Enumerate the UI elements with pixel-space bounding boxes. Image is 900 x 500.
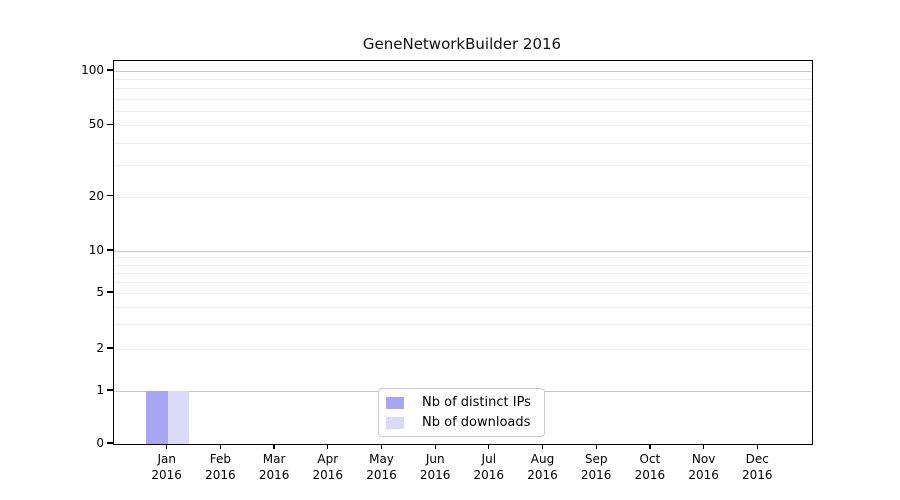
minor-gridline <box>114 125 812 127</box>
x-tick-month: Jan <box>157 452 176 466</box>
legend-entry-downloads: Nb of downloads <box>386 415 537 430</box>
y-tick-mark <box>107 347 113 349</box>
x-tick-year: 2016 <box>151 468 182 482</box>
x-tick-month: Feb <box>209 452 232 466</box>
minor-gridline <box>114 165 812 167</box>
x-tick-label-jul: Jul 2016 <box>459 451 519 483</box>
y-tick-mark <box>107 195 113 197</box>
x-tick-label-aug: Aug 2016 <box>513 451 573 483</box>
x-tick-label-may: May 2016 <box>352 451 412 483</box>
x-tick-label-nov: Nov 2016 <box>674 451 734 483</box>
y-tick-label: 5 <box>96 285 104 300</box>
plot-area <box>113 60 813 445</box>
minor-gridline <box>114 272 812 274</box>
minor-gridline <box>114 257 812 259</box>
y-tick-label: 100 <box>81 63 104 77</box>
y-tick-label: 20 <box>88 188 104 203</box>
minor-gridline <box>114 293 812 295</box>
x-tick-label-apr: Apr 2016 <box>298 451 358 483</box>
y-tick-label: 2 <box>96 340 104 355</box>
minor-gridline <box>114 88 812 90</box>
x-tick-year: 2016 <box>634 468 666 482</box>
x-tick-mark <box>702 444 705 449</box>
x-tick-year: 2016 <box>527 468 558 482</box>
x-tick-month: Sep <box>584 452 608 466</box>
minor-gridline <box>114 196 812 198</box>
minor-gridline <box>114 98 812 100</box>
x-tick-month: Oct <box>639 452 661 466</box>
y-tick-mark <box>107 69 113 71</box>
minor-gridline <box>114 264 812 266</box>
x-tick-year: 2016 <box>742 468 773 482</box>
x-tick-year: 2016 <box>419 468 451 482</box>
major-gridline <box>114 71 812 72</box>
x-tick-month: Apr <box>317 452 339 466</box>
x-tick-year: 2016 <box>688 468 719 482</box>
bar-distinct-ips-jan <box>146 391 168 444</box>
y-tick-label: 10 <box>88 243 104 257</box>
y-tick-mark <box>107 442 113 444</box>
x-tick-year: 2016 <box>473 468 505 482</box>
x-tick-mark <box>756 444 758 449</box>
minor-gridline <box>114 110 812 112</box>
bar-downloads-jan <box>167 391 190 444</box>
x-tick-year: 2016 <box>580 468 612 482</box>
legend-label-distinct-ips: Nb of distinct IPs <box>422 395 531 410</box>
x-tick-label-dec: Dec 2016 <box>727 451 787 483</box>
y-tick-mark <box>107 389 113 391</box>
y-tick-mark <box>107 249 113 251</box>
x-tick-label-sep: Sep 2016 <box>566 451 626 483</box>
x-tick-mark <box>488 444 490 449</box>
x-tick-year: 2016 <box>312 468 344 482</box>
minor-gridline <box>114 282 812 284</box>
x-tick-label-jan: Jan 2016 <box>137 451 197 483</box>
x-tick-month: Jun <box>425 452 445 466</box>
x-tick-mark <box>649 444 651 449</box>
legend-swatch-downloads <box>386 416 404 429</box>
x-tick-mark <box>595 444 597 449</box>
x-tick-month: Nov <box>691 452 716 466</box>
x-tick-month: Aug <box>530 452 555 466</box>
x-tick-month: Dec <box>745 452 769 466</box>
minor-gridline <box>114 79 812 81</box>
legend-entry-distinct-ips: Nb of distinct IPs <box>386 395 537 410</box>
x-tick-month: May <box>369 452 394 466</box>
y-tick-mark <box>107 291 113 293</box>
x-tick-label-jun: Jun 2016 <box>405 451 465 483</box>
minor-gridline <box>114 348 812 350</box>
y-tick-mark <box>107 123 113 125</box>
legend-label-downloads: Nb of downloads <box>422 415 531 430</box>
x-tick-month: Jul <box>481 452 497 466</box>
x-tick-mark <box>166 444 168 449</box>
y-tick-label: 0 <box>96 436 104 450</box>
x-tick-label-mar: Mar 2016 <box>244 451 304 483</box>
y-tick-label: 50 <box>88 117 104 132</box>
legend: Nb of distinct IPs Nb of downloads <box>378 388 545 437</box>
x-tick-year: 2016 <box>258 468 290 482</box>
minor-gridline <box>114 142 812 144</box>
x-tick-label-feb: Feb 2016 <box>190 451 250 483</box>
legend-swatch-distinct-ips <box>386 396 404 409</box>
x-tick-year: 2016 <box>205 468 236 482</box>
x-tick-mark <box>327 444 329 449</box>
minor-gridline <box>114 306 812 308</box>
chart-title: GeneNetworkBuilder 2016 <box>362 35 562 53</box>
x-tick-mark <box>380 444 383 449</box>
x-tick-label-oct: Oct 2016 <box>620 451 680 483</box>
x-tick-mark <box>273 444 275 449</box>
x-tick-month: Mar <box>262 452 286 466</box>
major-gridline <box>114 251 812 252</box>
x-tick-mark <box>434 444 436 449</box>
x-tick-mark <box>219 444 222 449</box>
minor-gridline <box>114 324 812 326</box>
y-tick-label: 1 <box>96 383 104 397</box>
x-tick-year: 2016 <box>366 468 397 482</box>
x-tick-mark <box>541 444 544 449</box>
